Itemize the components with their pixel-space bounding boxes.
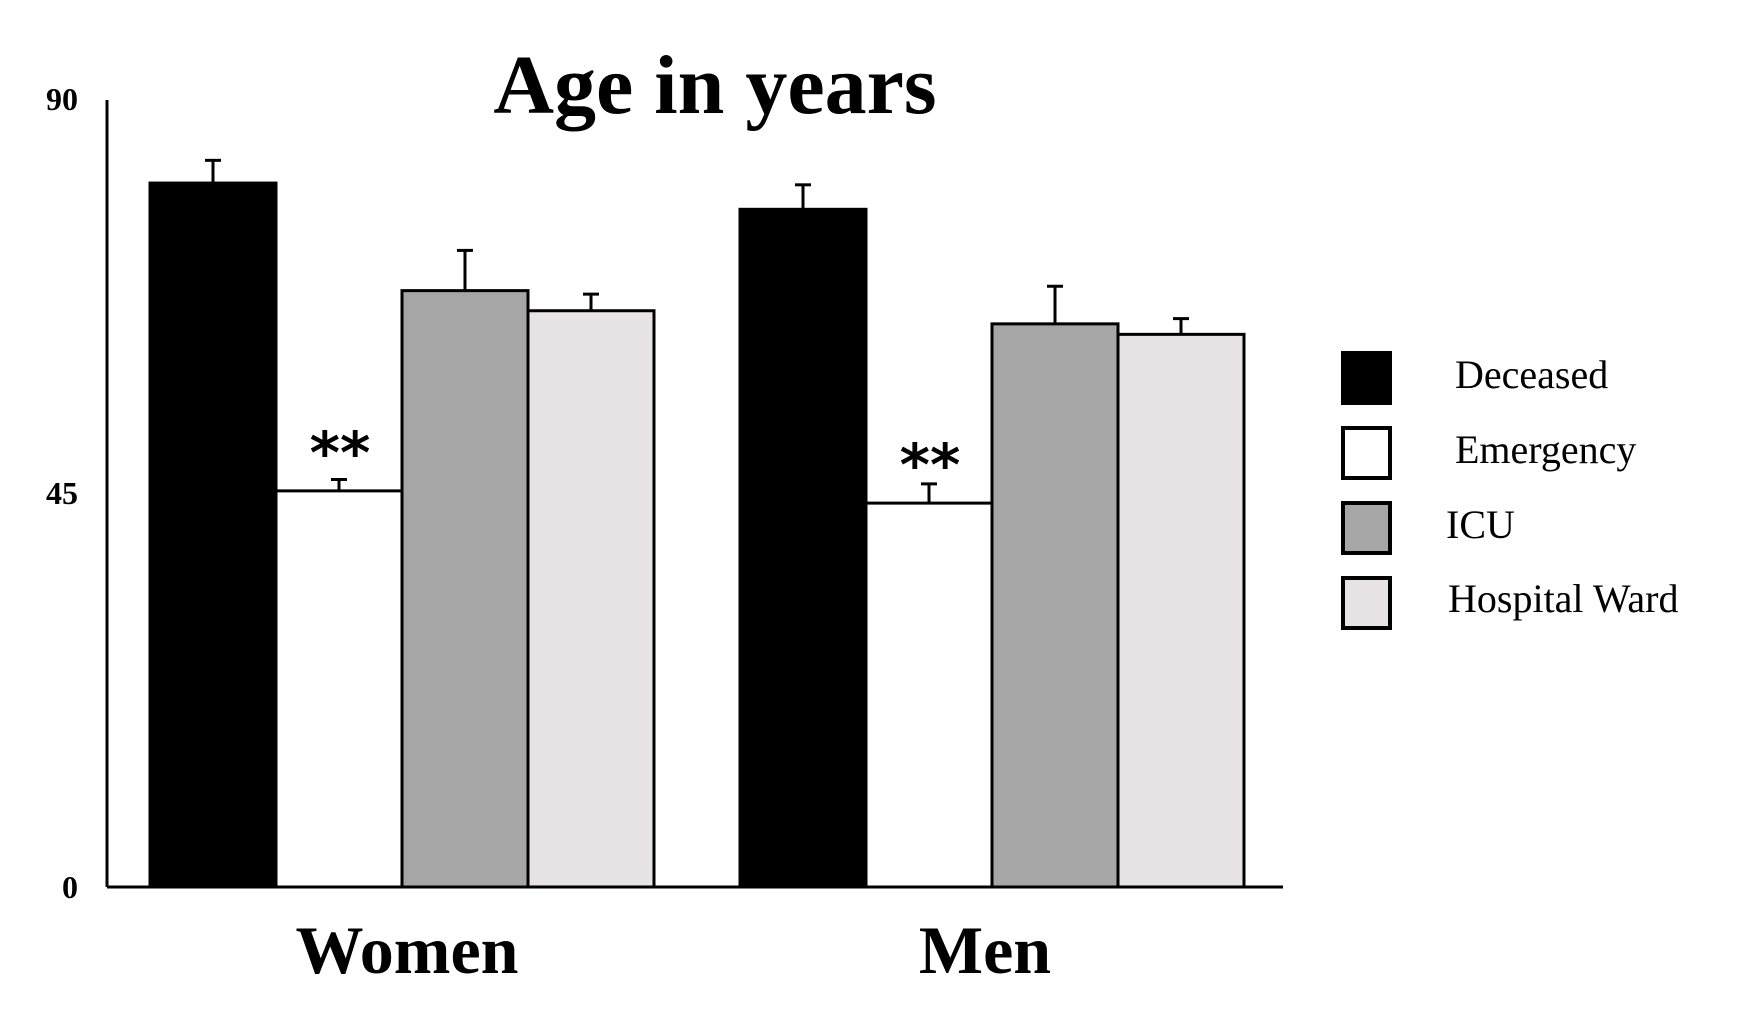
legend-swatch-emergency: [1341, 426, 1392, 480]
x-category-label-women: Women: [296, 912, 519, 988]
y-tick-label-0: 0: [62, 869, 78, 905]
legend-swatch-hospital-ward: [1341, 576, 1392, 630]
legend-label-hospital-ward: Hospital Ward: [1448, 576, 1678, 621]
legend: Deceased Emergency ICU Hospital Ward: [1341, 351, 1678, 630]
y-tick-label-90: 90: [46, 81, 78, 117]
bar-icu-men: [990, 322, 1120, 889]
bar-hospital-ward-women: [526, 309, 656, 889]
y-tick-label-45: 45: [46, 475, 78, 511]
bar-icu-women: [400, 289, 530, 889]
significance-label-men: **: [900, 431, 961, 499]
legend-swatch-icu: [1341, 501, 1392, 555]
bar-emergency-women: [274, 489, 404, 889]
bar-emergency-men: [864, 501, 994, 889]
x-category-label-men: Men: [919, 912, 1051, 988]
bar-deceased-men: [738, 207, 868, 889]
error-bars-group: [205, 158, 1189, 504]
significance-label-women: **: [310, 419, 371, 487]
chart-title: Age in years: [493, 39, 936, 132]
legend-swatch-deceased: [1341, 351, 1392, 405]
legend-label-deceased: Deceased: [1455, 352, 1608, 397]
bar-hospital-ward-men: [1116, 332, 1246, 889]
bar-deceased-women: [148, 181, 278, 889]
legend-label-icu: ICU: [1446, 502, 1515, 547]
legend-label-emergency: Emergency: [1455, 427, 1636, 472]
bars-group: [148, 181, 1246, 889]
